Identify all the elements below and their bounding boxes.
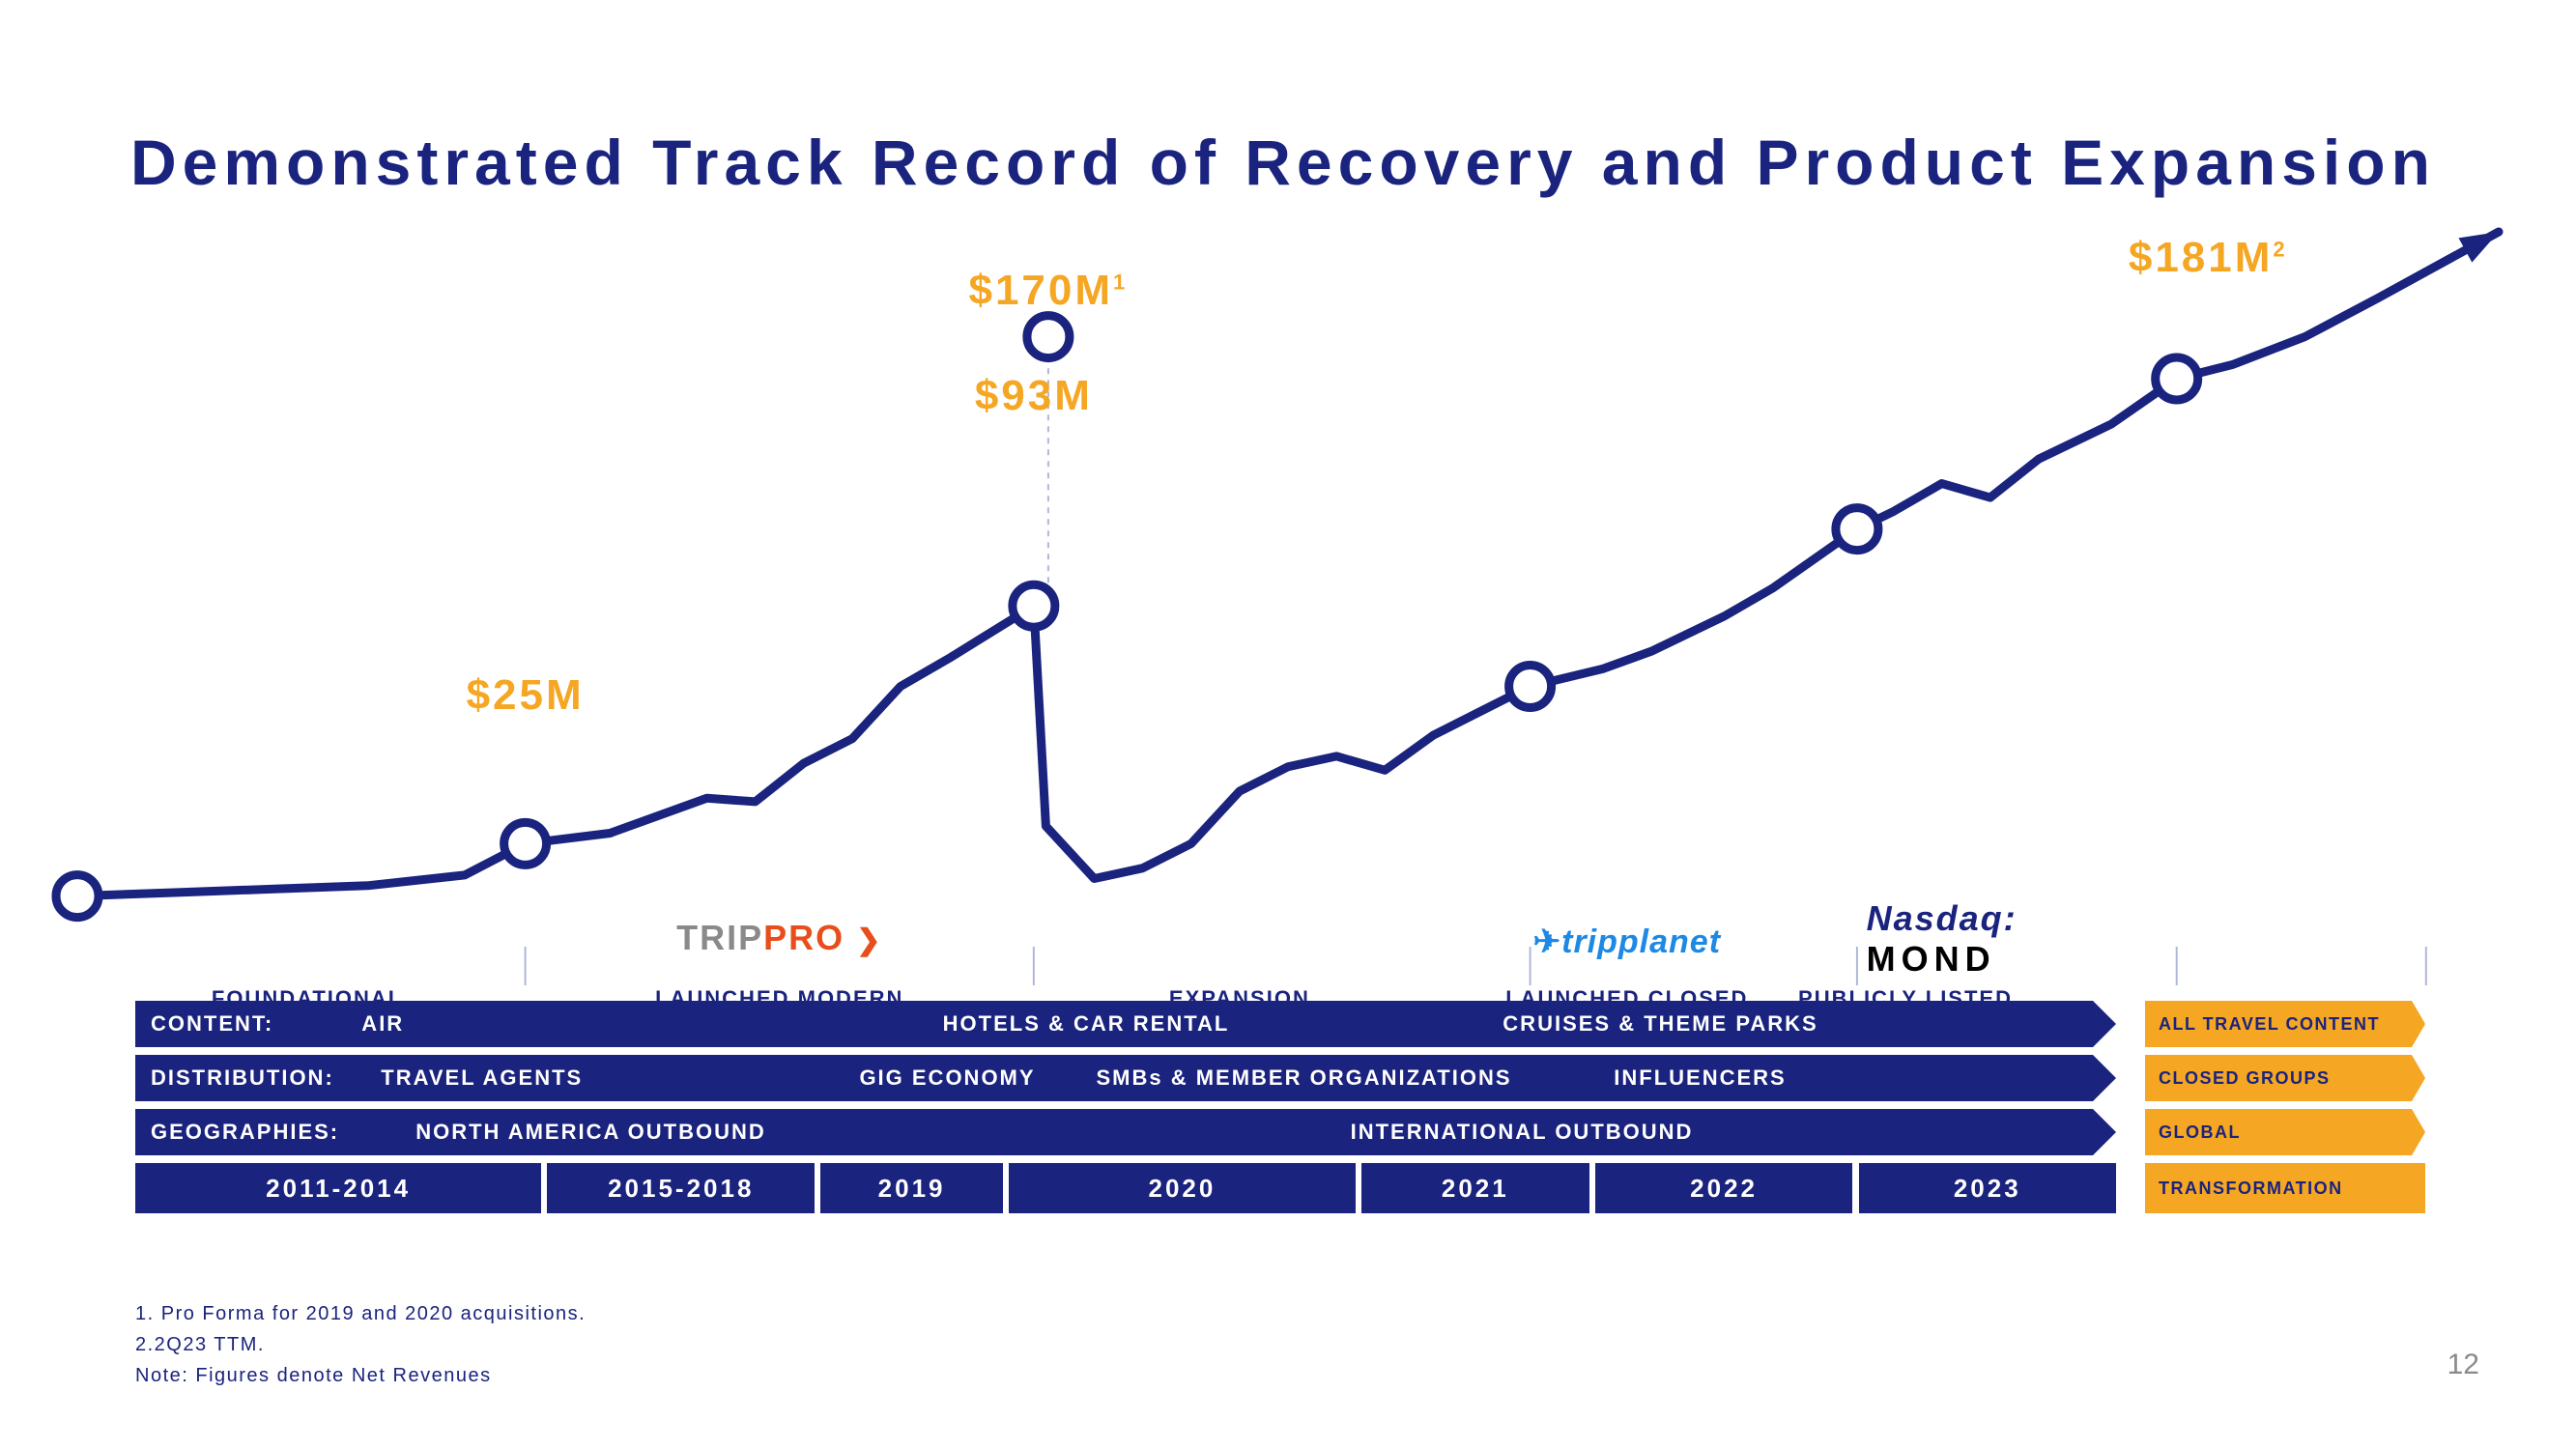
band-key: CONTENT: <box>151 1011 273 1037</box>
year-row: 2011-20142015-201820192020202120222023 TR… <box>135 1163 2425 1213</box>
value-label: $170M1 <box>968 267 1128 315</box>
year-cell: 2020 <box>1009 1163 1356 1213</box>
band-segment: CRUISES & THEME PARKS <box>1503 1011 1818 1037</box>
band-row-geographies: GEOGRAPHIES: NORTH AMERICA OUTBOUND INTERN… <box>135 1109 2425 1155</box>
band-segment: INFLUENCERS <box>1614 1065 1786 1091</box>
band-row-distribution: DISTRIBUTION: TRAVEL AGENTS GIG ECONOMY SMB… <box>135 1055 2425 1101</box>
expansion-bands: CONTENT: AIR HOTELS & CAR RENTAL CRUISES & … <box>135 1001 2425 1213</box>
band-tag: CLOSED GROUPS <box>2145 1055 2425 1101</box>
footnotes: 1. Pro Forma for 2019 and 2020 acquisiti… <box>135 1298 586 1391</box>
year-cell: 2023 <box>1859 1163 2117 1213</box>
band-segment: TRAVEL AGENTS <box>381 1065 583 1091</box>
band-segment: INTERNATIONAL OUTBOUND <box>1351 1120 1694 1145</box>
year-tag: TRANSFORMATION <box>2145 1163 2425 1213</box>
trippro-logo: TRIPPRO ❯ <box>676 918 882 958</box>
year-cell: 2011-2014 <box>135 1163 541 1213</box>
line-chart: $25M$93M$170M1$181M2FOUNDATIONALACQUISIT… <box>77 232 2499 966</box>
band-tag: ALL TRAVEL CONTENT <box>2145 1001 2425 1047</box>
year-cell: 2022 <box>1595 1163 1853 1213</box>
value-label: $181M2 <box>2129 234 2288 282</box>
band-segment: HOTELS & CAR RENTAL <box>943 1011 1230 1037</box>
tripplanet-logo: ✈tripplanet <box>1533 923 1721 961</box>
band-segment: SMBs & MEMBER ORGANIZATIONS <box>1096 1065 1511 1091</box>
band-segment: NORTH AMERICA OUTBOUND <box>415 1120 766 1145</box>
year-cell: 2019 <box>820 1163 1003 1213</box>
band-key: GEOGRAPHIES: <box>151 1120 339 1145</box>
slide-title: Demonstrated Track Record of Recovery an… <box>130 126 2479 199</box>
nasdaq-label: Nasdaq:MOND <box>1867 898 2018 980</box>
year-cell: 2015-2018 <box>547 1163 815 1213</box>
chart-svg <box>77 232 2499 966</box>
footnote-3: Note: Figures denote Net Revenues <box>135 1360 586 1391</box>
band-segment: GIG ECONOMY <box>859 1065 1035 1091</box>
value-label: $25M <box>467 671 585 720</box>
footnote-1: 1. Pro Forma for 2019 and 2020 acquisiti… <box>135 1298 586 1329</box>
band-row-content: CONTENT: AIR HOTELS & CAR RENTAL CRUISES & … <box>135 1001 2425 1047</box>
year-cell: 2021 <box>1361 1163 1589 1213</box>
page-number: 12 <box>2447 1349 2479 1381</box>
footnote-2: 2.2Q23 TTM. <box>135 1329 586 1360</box>
band-key: DISTRIBUTION: <box>151 1065 334 1091</box>
band-segment: AIR <box>361 1011 404 1037</box>
value-label: $93M <box>975 372 1093 420</box>
band-tag: GLOBAL <box>2145 1109 2425 1155</box>
